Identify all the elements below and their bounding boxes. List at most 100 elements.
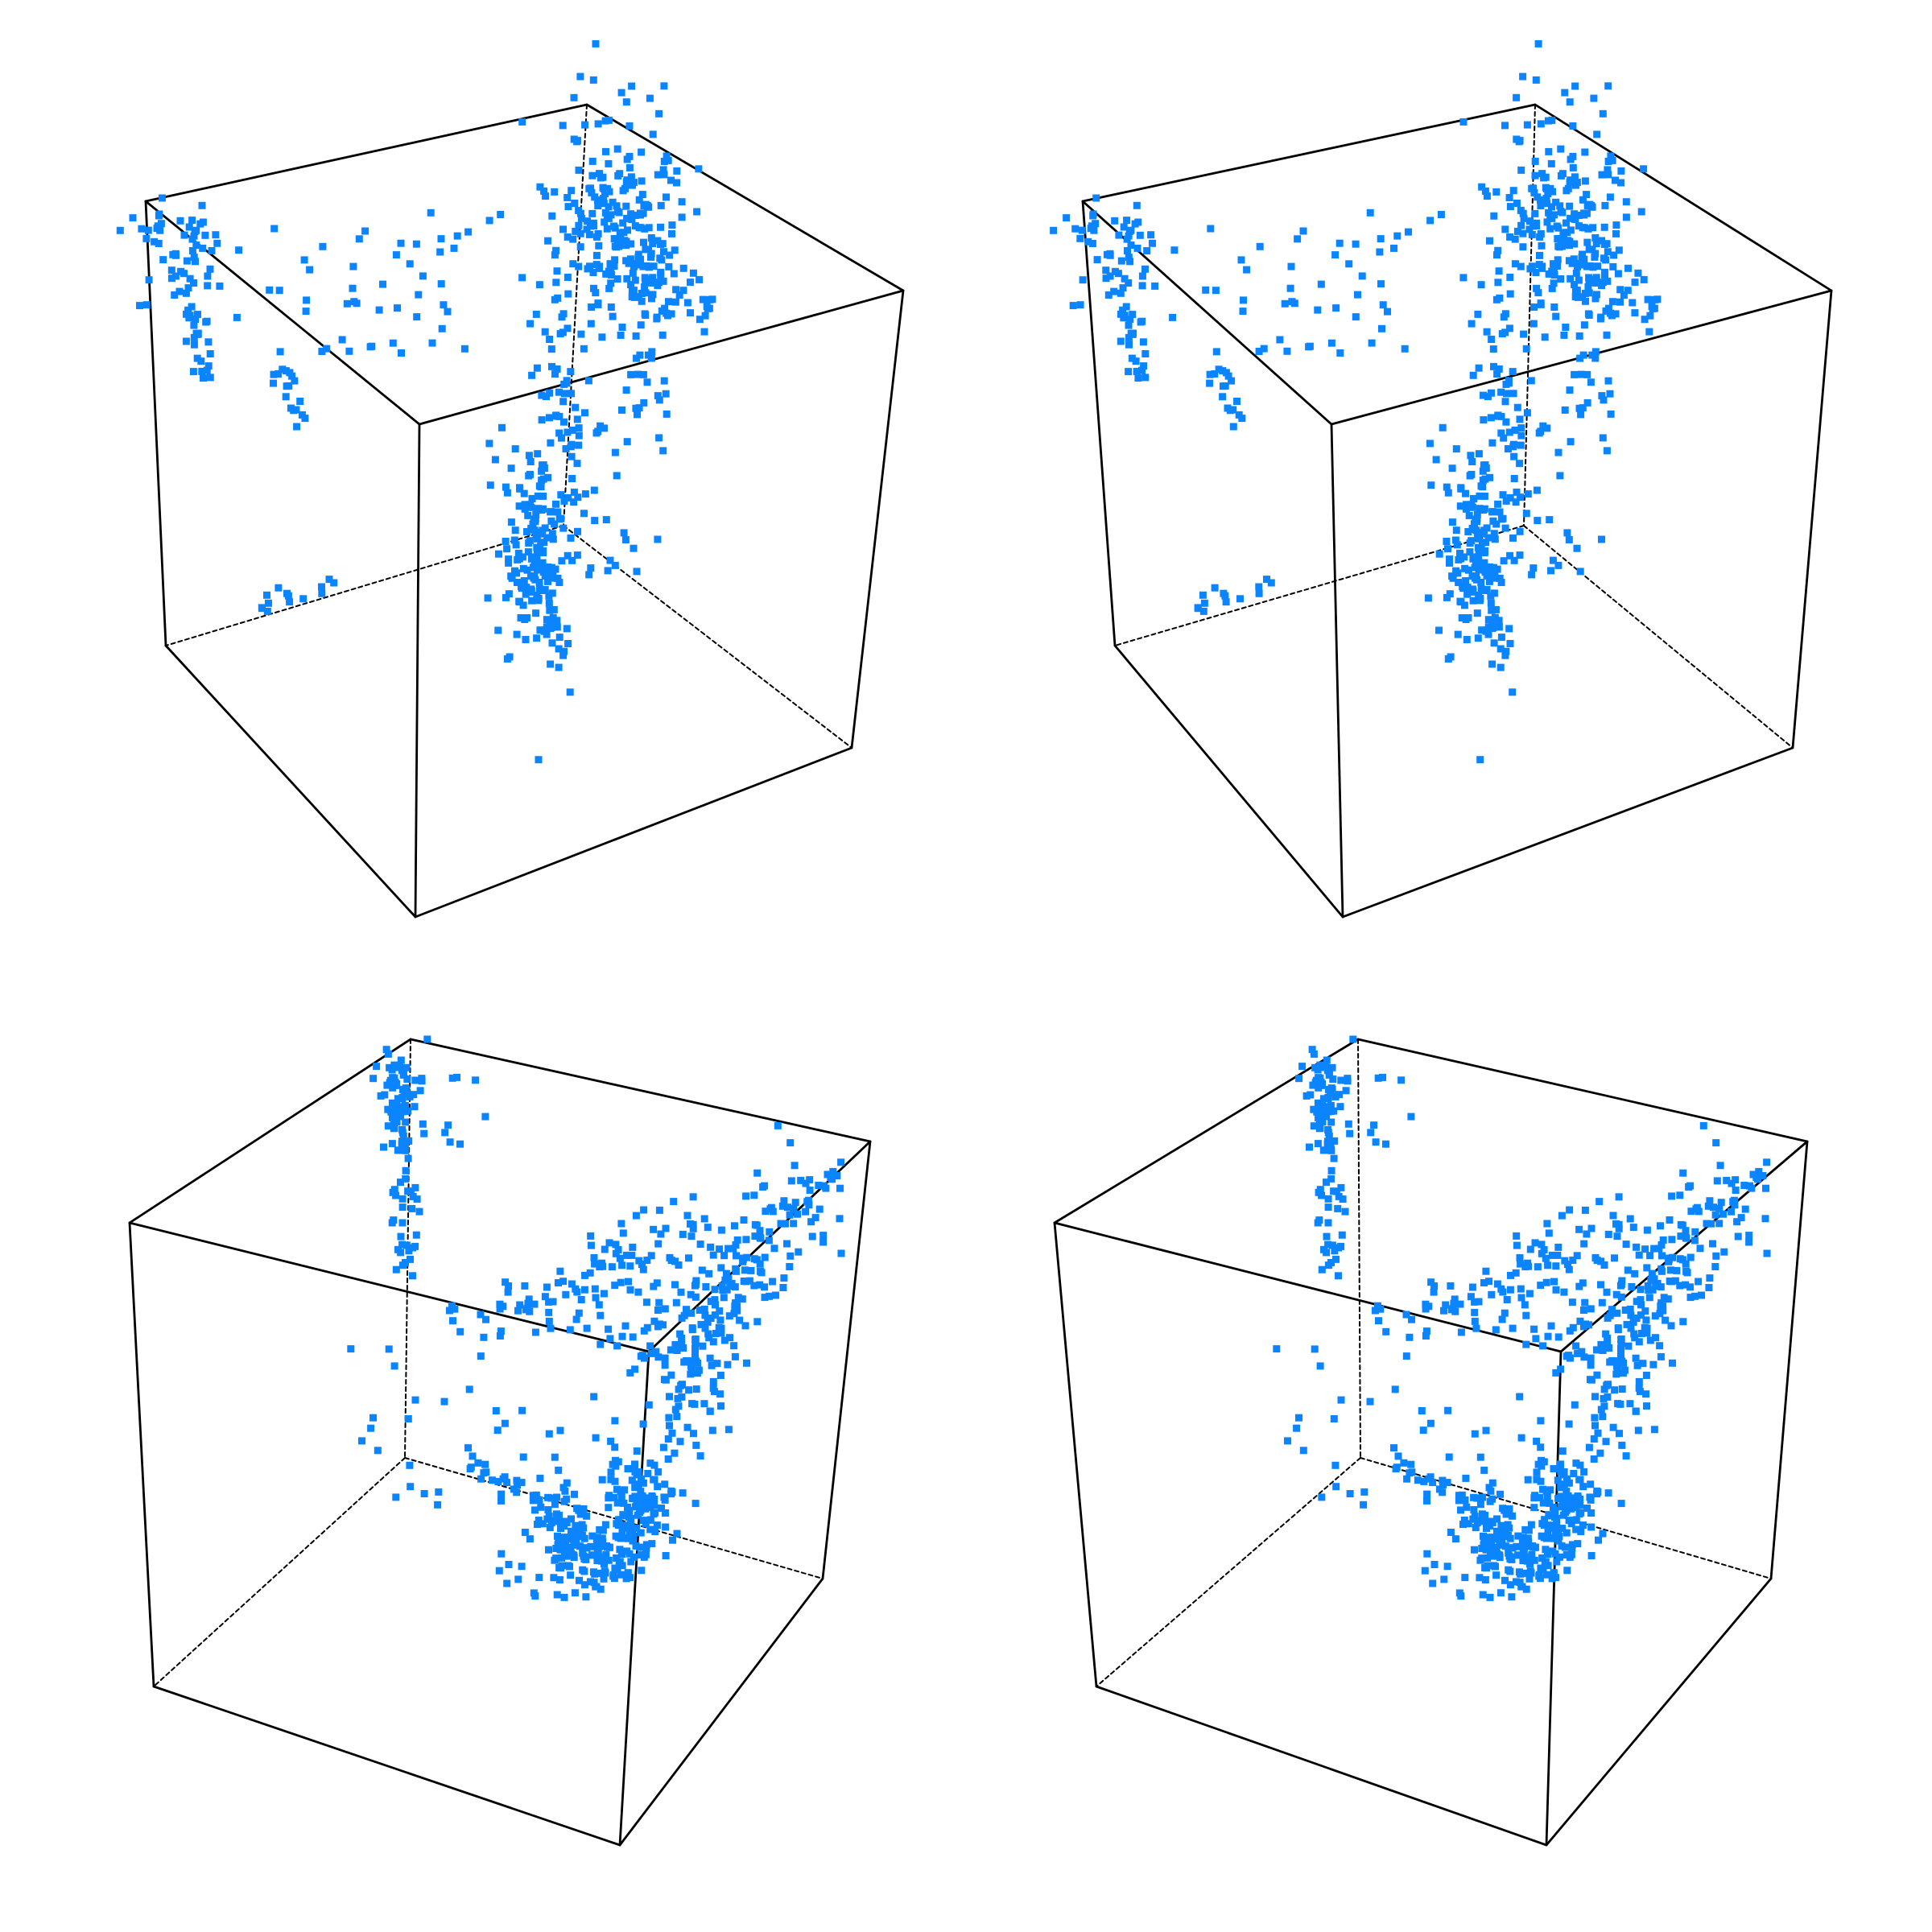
data-point — [1138, 317, 1146, 325]
data-point — [650, 1510, 658, 1518]
data-point — [494, 626, 502, 634]
data-point — [503, 1479, 511, 1487]
data-point — [398, 1219, 407, 1227]
data-point — [1591, 295, 1600, 303]
data-point — [390, 1125, 398, 1133]
data-point — [142, 234, 151, 242]
data-point — [661, 1361, 669, 1369]
data-point — [1222, 598, 1230, 606]
data-point — [1626, 1400, 1634, 1408]
data-point — [1473, 510, 1481, 518]
data-point — [802, 1208, 810, 1216]
data-point — [1480, 416, 1488, 424]
data-point — [1539, 422, 1547, 430]
data-point — [634, 1496, 642, 1503]
data-point — [529, 1496, 537, 1505]
data-point — [446, 1138, 454, 1146]
data-point — [580, 1567, 588, 1575]
data-point — [747, 1266, 755, 1274]
data-point — [1206, 370, 1214, 378]
data-point — [623, 214, 631, 222]
data-point — [1331, 1461, 1340, 1469]
data-point — [1561, 1257, 1569, 1265]
data-point — [350, 298, 358, 306]
data-point — [1642, 1372, 1650, 1379]
data-point — [587, 1232, 595, 1240]
data-point — [1489, 345, 1497, 353]
data-point — [1538, 170, 1546, 178]
data-point — [1578, 1348, 1586, 1356]
data-point — [671, 246, 679, 254]
data-point — [298, 411, 306, 419]
data-point — [690, 1430, 697, 1438]
data-point — [1435, 550, 1443, 558]
data-point — [1397, 1076, 1406, 1084]
data-point — [658, 1505, 665, 1512]
data-point — [733, 1236, 741, 1244]
data-point — [1504, 445, 1512, 452]
data-point — [1549, 556, 1557, 564]
data-point — [1595, 1536, 1602, 1544]
data-point — [559, 225, 567, 233]
data-point — [192, 242, 200, 249]
data-point — [1299, 1447, 1307, 1455]
data-point — [663, 309, 671, 317]
data-point — [1466, 548, 1474, 556]
data-point — [614, 1458, 622, 1466]
data-point — [719, 1286, 727, 1294]
data-point — [1543, 218, 1551, 226]
data-point — [1611, 1386, 1619, 1394]
data-point — [607, 1437, 615, 1445]
data-point — [1563, 1506, 1571, 1514]
data-point — [507, 518, 515, 526]
data-point — [1561, 89, 1569, 97]
data-point — [1599, 434, 1607, 442]
data-point — [1317, 1081, 1325, 1089]
data-point — [292, 406, 300, 414]
data-point — [1537, 202, 1545, 210]
data-point — [660, 158, 668, 165]
data-point — [527, 525, 535, 532]
data-point — [204, 272, 212, 280]
data-point — [629, 269, 637, 277]
box-edge — [414, 423, 421, 919]
data-point — [1530, 222, 1537, 230]
data-point — [1294, 235, 1302, 243]
data-point — [625, 122, 634, 130]
data-point — [646, 1342, 654, 1350]
box-edge — [850, 289, 905, 749]
data-point — [532, 310, 540, 318]
data-point — [576, 72, 584, 80]
data-point — [553, 623, 561, 631]
data-point — [1596, 1198, 1604, 1206]
data-point — [546, 1524, 554, 1532]
data-point — [628, 1476, 636, 1484]
data-point — [1604, 1230, 1612, 1238]
data-point — [539, 461, 546, 469]
data-point — [1311, 1079, 1319, 1087]
data-point — [1587, 1354, 1595, 1362]
data-point — [1423, 1490, 1431, 1498]
data-point — [1571, 82, 1579, 90]
data-point — [1089, 212, 1097, 220]
data-point — [1335, 1272, 1342, 1280]
data-point — [1631, 279, 1639, 287]
data-point — [1580, 1240, 1588, 1248]
data-point — [1124, 247, 1131, 254]
data-point — [1526, 265, 1534, 273]
box-edge — [144, 200, 167, 647]
data-point — [547, 439, 555, 447]
data-point — [1310, 1105, 1318, 1113]
data-point — [1478, 1545, 1486, 1552]
data-point — [1490, 530, 1498, 538]
data-point — [1561, 406, 1569, 414]
data-point — [596, 1525, 604, 1534]
data-point — [1554, 1333, 1563, 1341]
data-point — [552, 500, 559, 508]
data-point — [1556, 1553, 1563, 1561]
data-point — [1488, 508, 1496, 516]
data-point — [1557, 1365, 1565, 1373]
data-point — [1435, 626, 1443, 634]
data-point — [560, 647, 568, 655]
data-point — [1597, 1340, 1605, 1348]
